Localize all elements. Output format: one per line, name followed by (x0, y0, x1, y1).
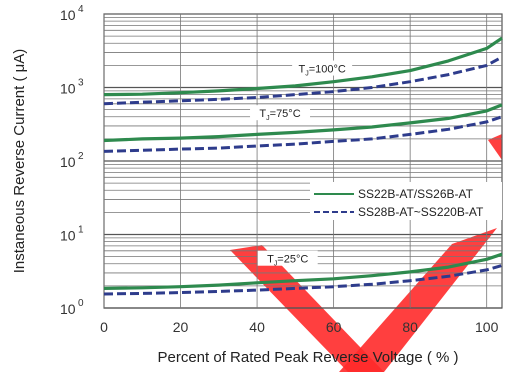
y-tick-label: 10 4 (60, 4, 84, 23)
y-axis-title: Instaneous Reverse Current ( μA) (11, 49, 28, 274)
legend: SS22B-AT/SS26B-AT SS28B-AT~SS220B-AT (310, 182, 502, 220)
temperature-label: TJ=25°C (267, 254, 308, 268)
x-axis-title: Percent of Rated Peak Reverse Voltage ( … (158, 349, 459, 366)
x-tick-label: 60 (326, 319, 342, 335)
y-tick-base: 10 (60, 7, 76, 23)
x-tick-label: 40 (249, 319, 265, 335)
watermark-stroke (488, 134, 502, 160)
series-line-4 (104, 117, 502, 152)
temperature-label: TJ=75°C (259, 108, 300, 122)
y-tick-exponent: 1 (78, 225, 84, 236)
y-tick-label: 10 0 (60, 298, 84, 317)
x-tick-label: 100 (475, 319, 499, 335)
y-tick-exponent: 3 (78, 78, 84, 89)
y-tick-base: 10 (60, 301, 76, 317)
y-tick-label: 10 2 (60, 151, 84, 170)
y-tick-base: 10 (60, 81, 76, 97)
x-tick-label: 0 (100, 319, 108, 335)
y-tick-base: 10 (60, 154, 76, 170)
legend-label-2: SS28B-AT~SS220B-AT (358, 205, 484, 219)
x-tick-label: 20 (173, 319, 189, 335)
y-tick-exponent: 0 (78, 298, 84, 309)
y-tick-label: 10 3 (60, 78, 84, 97)
x-tick-label: 80 (402, 319, 418, 335)
y-tick-exponent: 2 (78, 151, 84, 162)
y-tick-exponent: 4 (78, 4, 84, 15)
y-tick-base: 10 (60, 228, 76, 244)
legend-label-1: SS22B-AT/SS26B-AT (358, 187, 474, 201)
y-tick-label: 10 1 (60, 225, 84, 244)
